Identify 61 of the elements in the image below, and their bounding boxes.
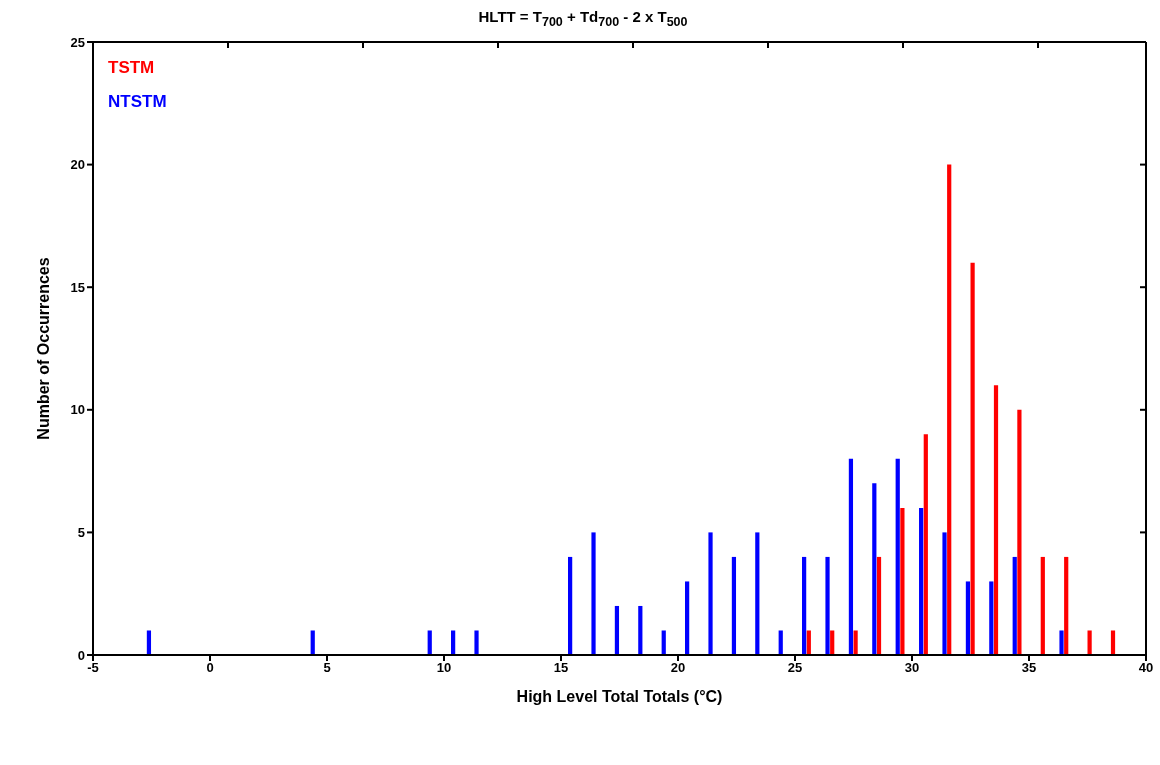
bar xyxy=(1012,556,1017,655)
bar xyxy=(685,581,690,655)
bar xyxy=(1040,556,1045,655)
x-tick-label: 0 xyxy=(206,660,214,676)
bar xyxy=(970,262,975,655)
bar xyxy=(989,581,994,655)
bar xyxy=(947,164,952,655)
x-tick-label: 30 xyxy=(904,660,920,676)
text: TSTM xyxy=(108,58,156,78)
bar xyxy=(825,556,830,655)
bar xyxy=(848,458,854,655)
bar xyxy=(427,630,432,655)
x-axis-title: High Level Total Totals (°C) xyxy=(516,688,723,705)
bar xyxy=(965,581,971,655)
bar xyxy=(802,556,807,655)
bar xyxy=(1087,630,1092,655)
bar xyxy=(830,630,835,655)
bar xyxy=(900,507,905,655)
bar xyxy=(872,483,877,655)
bar xyxy=(661,630,666,655)
y-tick-label: 10 xyxy=(70,402,85,418)
bar xyxy=(895,458,900,655)
y-tick-label: 0 xyxy=(77,647,85,663)
bar xyxy=(474,630,479,655)
bar xyxy=(614,605,620,655)
bar xyxy=(1064,556,1069,655)
bar xyxy=(876,556,882,655)
y-tick-label: 5 xyxy=(77,525,85,541)
x-tick-label: 40 xyxy=(1138,660,1154,676)
text: NTSTM xyxy=(108,92,167,112)
x-tick-label: 10 xyxy=(436,660,452,676)
bar xyxy=(853,630,858,655)
bar xyxy=(731,556,737,655)
bar xyxy=(568,556,573,655)
x-tick-label: 25 xyxy=(787,660,803,676)
y-tick-label: 15 xyxy=(70,279,85,295)
x-tick-label: 15 xyxy=(553,660,569,676)
x-tick-label: 20 xyxy=(670,660,686,676)
bar xyxy=(755,532,760,655)
chart-title: HLTT = T$_{700}$ + Td$_{700}$ - 2 x T$_{500}$ xyxy=(477,8,689,30)
bar xyxy=(1059,630,1064,655)
bar xyxy=(708,532,713,655)
bar xyxy=(1110,630,1116,655)
y-tick-label: 20 xyxy=(70,157,85,173)
y-tick-label: 25 xyxy=(70,34,85,50)
bar xyxy=(993,385,999,655)
bar xyxy=(146,630,152,655)
bar xyxy=(806,630,811,655)
x-tick-label: -5 xyxy=(87,660,99,676)
bar xyxy=(942,532,947,655)
bar xyxy=(638,605,643,655)
bar xyxy=(919,507,924,655)
y-axis-title: Number of Occurrences xyxy=(34,257,52,440)
x-tick-label: 35 xyxy=(1021,660,1037,676)
bar xyxy=(451,630,456,655)
bar xyxy=(591,532,596,655)
bar xyxy=(1017,409,1022,655)
bar xyxy=(923,434,928,655)
bar xyxy=(778,630,783,655)
bar xyxy=(310,630,315,655)
x-tick-label: 5 xyxy=(323,660,331,676)
